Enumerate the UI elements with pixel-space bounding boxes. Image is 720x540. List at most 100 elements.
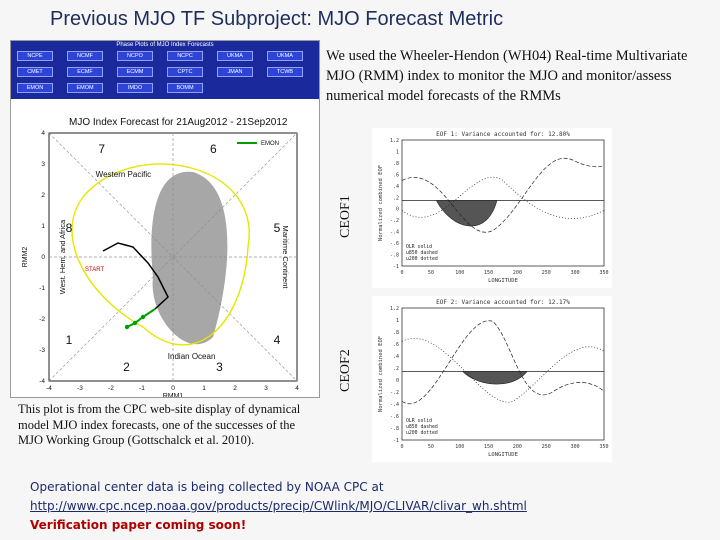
- eof-y-tick: 1.2: [390, 138, 399, 144]
- bottom-notes: Operational center data is being collect…: [30, 478, 720, 535]
- ensemble-spread: [151, 171, 228, 345]
- eof-y-tick: 1: [396, 149, 399, 155]
- eof-header: EOF 1: Variance accounted for: 12.80%: [436, 131, 570, 138]
- eof-y-label: Normalized combined EOF: [378, 336, 384, 412]
- x-axis-label: RMM1: [163, 393, 184, 397]
- y-tick: 2: [41, 192, 45, 199]
- model-button-ncpc[interactable]: NCPC: [167, 51, 203, 61]
- eof-x-label: LONGITUDE: [488, 452, 518, 458]
- model-button-tcwb[interactable]: TCWB: [267, 67, 303, 77]
- eof-x-tick: 250: [542, 444, 551, 450]
- ceof2-label: CEOF2: [338, 349, 353, 392]
- phase-plot-panel: Phase Plots of MJO Index Forecasts NCPE N…: [10, 40, 320, 398]
- forecast-point: [140, 314, 146, 320]
- model-button-bomm[interactable]: BOMM: [167, 83, 203, 93]
- model-button-emom[interactable]: EMOM: [67, 83, 103, 93]
- eof-legend-entry: u200 dotted: [406, 430, 438, 436]
- eof-legend-entry: u850 dashed: [406, 250, 438, 256]
- model-button-imdo[interactable]: IMDO: [117, 83, 153, 93]
- x-tick: -3: [77, 385, 83, 392]
- model-button-ecmf[interactable]: ECMF: [67, 67, 103, 77]
- eof-x-tick: 100: [455, 270, 464, 276]
- eof-frame: [401, 139, 605, 267]
- eof-y-tick: -1: [393, 438, 399, 444]
- eof-y-tick: .8: [393, 161, 399, 167]
- slide-title: Previous MJO TF Subproject: MJO Forecast…: [50, 8, 504, 30]
- model-button-emon[interactable]: EMON: [17, 83, 53, 93]
- caption-text: This plot is from the CPC web-site displ…: [18, 402, 301, 447]
- u850-dashed: [401, 157, 605, 233]
- x-tick: -4: [46, 385, 52, 392]
- eof-y-tick: -.4: [390, 230, 399, 236]
- model-button-cptc[interactable]: CPTC: [167, 67, 203, 77]
- eof-x-tick: 200: [513, 270, 522, 276]
- ensemble-members: [71, 163, 250, 346]
- phase-diagram: START EMON 1 2 3 4 5 6 7 8 Western Pacific Indian O…: [22, 130, 299, 397]
- u200-dotted: [401, 338, 605, 403]
- olr-shaded: [461, 371, 528, 385]
- model-menu: Phase Plots of MJO Index Forecasts NCPE N…: [11, 41, 319, 99]
- region-west-hem-africa: West. Hem. and Africa: [58, 219, 67, 294]
- model-button-ncpe[interactable]: NCPE: [17, 51, 53, 61]
- model-button-ecmm[interactable]: ECMM: [117, 67, 153, 77]
- phase-5-label: 5: [274, 221, 281, 235]
- eof-y-tick: .8: [393, 330, 399, 336]
- eof-legend-entry: u850 dashed: [406, 424, 438, 430]
- model-button-ncmf[interactable]: NCMF: [67, 51, 103, 61]
- phase-2-label: 2: [123, 360, 130, 374]
- phase-6-label: 6: [210, 142, 217, 156]
- model-button-ukma[interactable]: UKMA: [217, 51, 253, 61]
- eof-x-tick: 100: [455, 444, 464, 450]
- y-tick: 1: [41, 223, 45, 230]
- region-western-pacific: Western Pacific: [96, 170, 151, 179]
- eof-y-tick: .6: [393, 172, 399, 178]
- phase-7-label: 7: [98, 142, 105, 156]
- y-tick: -4: [39, 378, 45, 385]
- forecast-point: [124, 324, 130, 330]
- y-tick: 3: [41, 161, 45, 168]
- eof-y-tick: 1.2: [390, 306, 399, 312]
- eof2-panel: EOF 2: Variance accounted for: 12.17% 1.2…: [372, 296, 612, 462]
- eof-y-label: Normalized combined EOF: [378, 165, 384, 241]
- start-label: START: [85, 267, 104, 273]
- eof-y-tick: -1: [393, 264, 399, 270]
- eof-y-tick: -.8: [390, 426, 399, 432]
- model-button-ncpo[interactable]: NCPO: [117, 51, 153, 61]
- eof-x-tick: 0: [400, 270, 403, 276]
- u850-dashed: [401, 320, 605, 405]
- eof-x-tick: 300: [571, 444, 580, 450]
- eof-legend-entry: u200 dotted: [406, 256, 438, 262]
- x-tick: 4: [295, 385, 299, 392]
- ceof1-label: CEOF1: [338, 195, 353, 238]
- model-button-ukma[interactable]: UKMA: [267, 51, 303, 61]
- eof-y-tick: .4: [393, 354, 399, 360]
- eof-y-tick: 0: [396, 207, 399, 213]
- phase-8-label: 8: [66, 221, 73, 235]
- eof-y-tick: -.2: [390, 218, 399, 224]
- eof1-panel: EOF 1: Variance accounted for: 12.80% 1.2…: [372, 128, 612, 288]
- emon-forecast-path: [126, 308, 156, 328]
- cpc-link[interactable]: http://www.cpc.ncep.noaa.gov/products/pr…: [30, 499, 527, 513]
- x-tick: -2: [108, 385, 114, 392]
- eof-y-tick: .6: [393, 342, 399, 348]
- phase-3-label: 3: [216, 360, 223, 374]
- phase-4-label: 4: [274, 333, 281, 347]
- intro-text: We used the Wheeler-Hendon (WH04) Real-t…: [326, 48, 688, 104]
- eof-x-tick: 50: [428, 444, 434, 450]
- model-button-jman[interactable]: JMAN: [217, 67, 253, 77]
- legend-label: EMON: [261, 141, 279, 147]
- eof-x-tick: 350: [599, 270, 608, 276]
- eof-legend-entry: OLR solid: [406, 418, 432, 424]
- observed-path: [102, 242, 169, 310]
- phase-1-label: 1: [66, 333, 73, 347]
- eof-x-tick: 0: [400, 444, 403, 450]
- model-button-cmet[interactable]: CMET: [17, 67, 53, 77]
- eof-y-tick: -.4: [390, 402, 399, 408]
- eof-y-tick: -.8: [390, 253, 399, 259]
- eof-x-tick: 200: [513, 444, 522, 450]
- eof-x-tick: 150: [484, 444, 493, 450]
- eof-x-tick: 250: [542, 270, 551, 276]
- eof1-chart: EOF 1: Variance accounted for: 12.80% 1.2…: [378, 131, 609, 284]
- x-tick: 1: [202, 385, 206, 392]
- menu-title: Phase Plots of MJO Index Forecasts: [116, 42, 214, 48]
